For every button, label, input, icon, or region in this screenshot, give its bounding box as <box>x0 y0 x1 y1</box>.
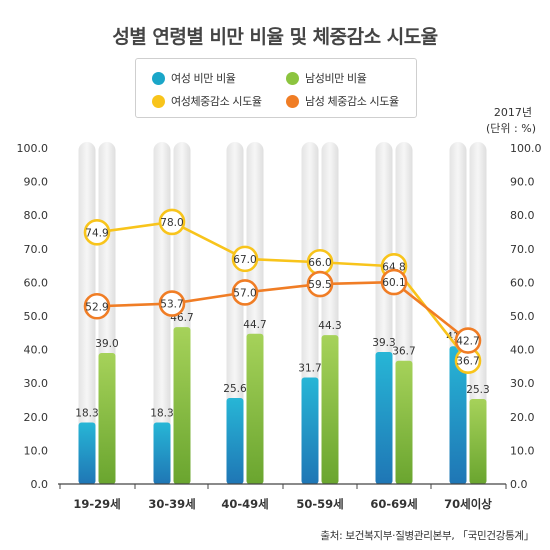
bar-value-label: 36.7 <box>392 346 415 358</box>
marker-male-weight-loss <box>83 292 111 320</box>
legend-swatch <box>286 94 299 108</box>
line-value-label: 57.0 <box>233 287 256 299</box>
bar-male-obesity <box>173 327 191 484</box>
marker-female-weight-loss <box>231 245 259 273</box>
line-value-label: 59.5 <box>308 279 331 291</box>
bar-value-label: 25.3 <box>466 384 489 396</box>
y-tick-label-right: 20.0 <box>510 411 535 424</box>
y-tick-label-left: 100.0 <box>17 142 49 155</box>
chart-title: 성별 연령별 비만 비율 및 체중감소 시도율 <box>112 26 438 48</box>
y-tick-label-right: 80.0 <box>510 209 535 222</box>
y-tick-label-left: 50.0 <box>24 310 49 323</box>
y-tick-label-left: 20.0 <box>24 411 49 424</box>
y-tick-label-left: 90.0 <box>24 176 49 189</box>
marker-male-weight-loss <box>454 327 482 354</box>
marker-male-weight-loss <box>158 290 186 317</box>
line-value-label: 74.9 <box>85 227 108 239</box>
line-value-label: 67.0 <box>233 254 256 266</box>
x-tick-label: 70세이상 <box>444 497 492 511</box>
legend-swatch <box>286 71 299 85</box>
y-tick-label-right: 70.0 <box>510 243 535 256</box>
bar-female-obesity <box>449 346 467 484</box>
y-tick-label-left: 10.0 <box>24 444 49 457</box>
bar-male-obesity <box>469 398 487 484</box>
legend-label: 여성체중감소 시도율 <box>171 95 262 108</box>
line-value-label: 53.7 <box>160 299 183 311</box>
legend-swatch <box>152 94 165 108</box>
bar-value-label: 31.7 <box>298 362 321 374</box>
legend-item-male-weight-loss: 남성 체중감소 시도율 <box>286 93 399 109</box>
y-tick-label-left: 70.0 <box>24 243 49 256</box>
bar-value-label: 18.3 <box>75 408 98 420</box>
y-tick-label-left: 30.0 <box>24 377 49 390</box>
bar-female-obesity <box>153 422 171 484</box>
chart-legend: 여성 비만 비율 남성비만 비율 여성체중감소 시도율 남성 체중감소 시도율 <box>135 58 417 118</box>
bar-value-label: 39.0 <box>95 338 118 350</box>
marker-male-weight-loss <box>306 270 334 298</box>
x-tick-label: 19-29세 <box>73 497 120 511</box>
y-tick-label-right: 0.0 <box>510 478 528 491</box>
bar-track <box>469 142 487 484</box>
source-note: 출처: 보건복지부·질병관리본부, 「국민건강통계」 <box>320 530 534 542</box>
y-tick-label-right: 90.0 <box>510 176 535 189</box>
bar-value-label: 39.3 <box>372 337 395 349</box>
legend-label: 남성 체중감소 시도율 <box>305 95 399 108</box>
bar-male-obesity <box>321 335 339 484</box>
marker-female-weight-loss <box>158 208 186 236</box>
legend-item-female-weight-loss: 여성체중감소 시도율 <box>152 93 262 109</box>
bar-value-label: 25.6 <box>223 383 247 395</box>
unit-note: (단위 : %) <box>486 122 536 135</box>
bar-value-label: 18.3 <box>150 408 173 420</box>
marker-male-weight-loss <box>380 268 408 296</box>
line-value-label: 52.9 <box>85 301 108 313</box>
line-value-label: 78.0 <box>160 217 183 229</box>
marker-male-weight-loss <box>231 279 259 306</box>
bar-male-obesity <box>395 360 413 484</box>
bar-value-label: 44.3 <box>318 320 341 332</box>
x-tick-label: 40-49세 <box>221 497 268 511</box>
line-value-label: 36.7 <box>456 356 479 368</box>
legend-swatch <box>152 71 165 85</box>
legend-item-female-obesity: 여성 비만 비율 <box>152 70 236 86</box>
y-tick-label-right: 30.0 <box>510 377 535 390</box>
line-value-label: 66.0 <box>308 257 331 269</box>
marker-female-weight-loss <box>83 219 111 246</box>
legend-label: 남성비만 비율 <box>305 72 367 85</box>
y-tick-label-right: 60.0 <box>510 276 535 289</box>
bar-value-label: 44.7 <box>243 319 266 331</box>
line-value-label: 42.7 <box>456 336 479 348</box>
y-tick-label-right: 100.0 <box>510 142 542 155</box>
y-tick-label-left: 40.0 <box>24 344 49 357</box>
y-tick-label-left: 0.0 <box>31 478 49 491</box>
bar-male-obesity <box>246 333 264 484</box>
y-tick-label-right: 50.0 <box>510 310 535 323</box>
bar-female-obesity <box>301 377 319 484</box>
bar-female-obesity <box>78 422 96 484</box>
y-tick-label-right: 40.0 <box>510 344 535 357</box>
bar-female-obesity <box>375 351 393 484</box>
x-tick-label: 60-69세 <box>370 497 417 511</box>
y-tick-label-left: 80.0 <box>24 209 49 222</box>
legend-label: 여성 비만 비율 <box>171 72 236 85</box>
x-tick-label: 30-39세 <box>148 497 195 511</box>
unit-year: 2017년 <box>493 106 532 119</box>
line-value-label: 60.1 <box>382 277 405 289</box>
bar-female-obesity <box>226 397 244 484</box>
y-tick-label-right: 10.0 <box>510 444 535 457</box>
x-tick-label: 50-59세 <box>296 497 343 511</box>
y-tick-label-left: 60.0 <box>24 276 49 289</box>
legend-item-male-obesity: 남성비만 비율 <box>286 70 367 86</box>
bar-male-obesity <box>98 352 116 484</box>
